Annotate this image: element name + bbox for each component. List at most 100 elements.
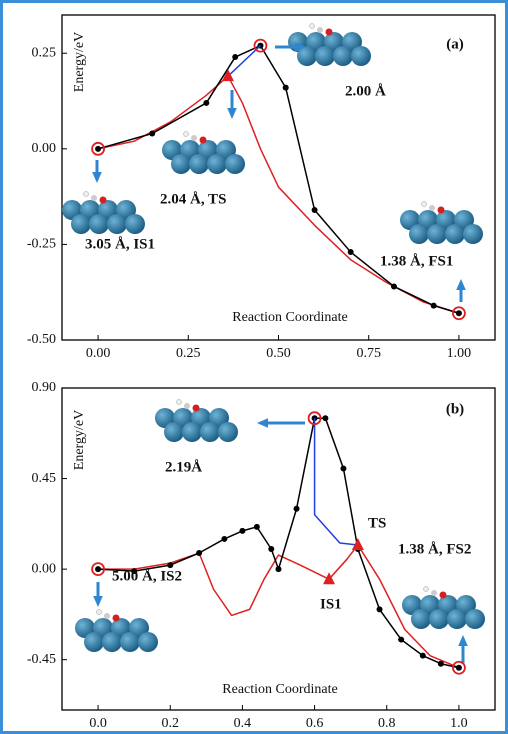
arrow-head <box>456 279 466 290</box>
point <box>275 566 282 573</box>
arrow-head <box>93 596 103 607</box>
atom <box>200 422 220 442</box>
line <box>97 75 460 314</box>
atom <box>89 214 109 234</box>
y-tick-label: -0.45 <box>27 652 56 667</box>
ring-marker <box>452 660 466 675</box>
triangle-marker <box>351 537 364 550</box>
atom <box>207 154 227 174</box>
arrow-head <box>295 42 306 52</box>
triangle-marker <box>323 572 336 585</box>
point <box>376 606 383 613</box>
point <box>95 145 102 152</box>
annotation: IS1 <box>320 596 342 612</box>
point <box>311 207 318 213</box>
annotation: 1.38 Å, FS1 <box>380 253 453 269</box>
adsorbate <box>439 591 447 599</box>
point <box>293 505 300 512</box>
x-tick-label: 0.8 <box>378 716 396 731</box>
x-axis-title: Reaction Coordinate <box>232 310 347 325</box>
atom <box>429 609 449 629</box>
point <box>239 527 246 534</box>
atom <box>218 422 238 442</box>
adsorbate <box>184 403 190 409</box>
adsorbate <box>176 399 182 405</box>
point <box>430 302 437 309</box>
point <box>437 660 444 667</box>
atom <box>164 422 184 442</box>
adsorbate <box>325 28 333 36</box>
atom <box>125 214 145 234</box>
x-axis-title: Reaction Coordinate <box>222 682 337 697</box>
adsorbate <box>199 136 207 144</box>
x-tick-label: 0.4 <box>234 716 252 731</box>
adsorbate <box>191 135 197 141</box>
atom <box>171 154 191 174</box>
annotation: 2.04 Å, TS <box>160 191 226 207</box>
atom <box>120 632 140 652</box>
point <box>196 550 203 557</box>
line <box>313 418 358 546</box>
x-tick-label: 0.2 <box>162 716 180 731</box>
x-tick-label: 0.0 <box>89 716 107 731</box>
adsorbate <box>309 23 315 29</box>
atom <box>333 46 353 66</box>
atom <box>102 632 122 652</box>
y-tick-label: -0.50 <box>27 332 56 347</box>
x-tick-label: 0.00 <box>86 346 111 361</box>
atom <box>465 609 485 629</box>
ring-marker <box>91 141 105 156</box>
y-tick-label: 0.25 <box>32 45 57 60</box>
annotation: 2.19Å <box>165 459 202 475</box>
atom <box>84 632 104 652</box>
y-axis-title: Energy/eV <box>72 410 87 470</box>
atom <box>297 46 317 66</box>
atom <box>182 422 202 442</box>
point <box>322 415 329 422</box>
adsorbate <box>423 586 429 592</box>
ring-marker <box>307 411 322 426</box>
arrow-head <box>92 172 102 183</box>
annotation: 5.00 Å, IS2 <box>112 568 182 584</box>
adsorbate <box>183 131 189 137</box>
atom <box>427 224 447 244</box>
ring-marker <box>452 306 466 321</box>
arrow-head <box>227 108 237 119</box>
plot-area <box>61 387 496 711</box>
atom <box>189 154 209 174</box>
atom <box>315 46 335 66</box>
triangle-marker <box>221 69 234 82</box>
atom <box>409 224 429 244</box>
adsorbate <box>112 614 120 622</box>
point <box>390 283 397 290</box>
line <box>227 45 261 77</box>
adsorbate <box>437 206 445 214</box>
atom <box>445 224 465 244</box>
annotation: 1.38 Å, FS2 <box>398 541 471 557</box>
adsorbate <box>104 613 110 619</box>
panel-label: (a) <box>446 36 464 52</box>
point <box>347 249 354 256</box>
annotation: TS <box>368 515 386 531</box>
y-tick-label: 0.00 <box>32 561 57 576</box>
point <box>253 523 260 530</box>
y-tick-label: 0.00 <box>32 141 57 156</box>
point <box>232 54 239 61</box>
y-axis-title: Energy/eV <box>72 32 87 92</box>
ring-marker <box>253 38 268 53</box>
point <box>419 652 426 659</box>
x-tick-label: 0.75 <box>356 346 381 361</box>
adsorbate <box>192 404 200 412</box>
point <box>340 465 347 472</box>
point <box>282 84 289 91</box>
atom <box>138 632 158 652</box>
adsorbate <box>83 191 89 197</box>
x-tick-label: 0.6 <box>306 716 324 731</box>
point <box>131 568 138 575</box>
x-tick-label: 1.0 <box>450 716 468 731</box>
adsorbate <box>421 201 427 207</box>
adsorbate <box>429 205 435 211</box>
point <box>149 130 156 137</box>
atom <box>71 214 91 234</box>
